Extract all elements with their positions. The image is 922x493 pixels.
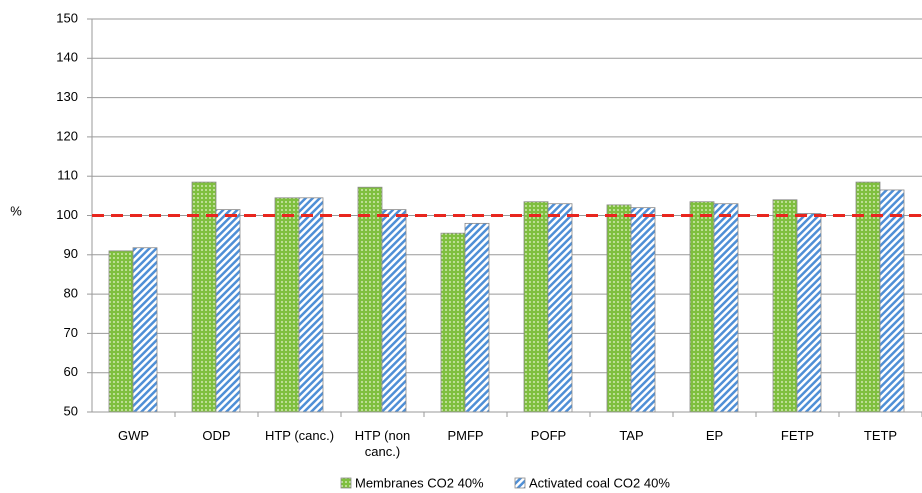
bar [298,197,324,413]
bar [191,181,217,413]
y-tick-label: 50 [64,403,78,418]
legend-swatch [340,477,352,489]
bar [132,247,158,413]
y-tick-label: 110 [57,168,78,183]
bar [855,181,881,413]
y-tick-label: 100 [56,207,78,222]
bar [274,197,300,413]
bar [879,189,905,413]
legend-label: Membranes CO2 40% [355,475,484,490]
x-tick-label: EP [705,428,724,443]
bar [689,201,715,413]
bar [606,204,632,413]
bar [796,213,822,413]
bar [772,199,798,413]
y-tick-label: 130 [56,89,78,104]
x-tick-label: ODP [202,428,231,443]
bar [523,201,549,413]
x-tick-label: PMFP [447,428,484,443]
y-axis-label: % [10,203,22,218]
x-tick-label: TAP [619,428,644,443]
x-tick-label: GWP [117,428,150,443]
bar [108,250,134,413]
y-tick-label: 60 [64,364,78,379]
y-tick-label: 80 [64,286,78,301]
x-tick-label: POFP [530,428,567,443]
x-tick-label: FETP [780,428,815,443]
bar [381,209,407,413]
y-tick-label: 150 [56,10,78,25]
y-tick-label: 120 [56,128,78,143]
y-tick-label: 140 [56,50,78,65]
y-tick-label: 90 [64,246,78,261]
y-tick-label: 70 [64,325,78,340]
bar [357,186,383,413]
x-tick-label: HTP (canc.) [264,428,335,443]
bar [464,222,490,413]
bar [215,209,241,413]
bar [547,203,573,413]
legend-swatch [514,477,526,489]
bar [713,203,739,413]
x-tick-label: HTP (non canc.) [354,428,411,459]
x-tick-label: TETP [863,428,898,443]
bar [630,207,656,413]
bar [440,232,466,413]
legend-label: Activated coal CO2 40% [529,475,670,490]
